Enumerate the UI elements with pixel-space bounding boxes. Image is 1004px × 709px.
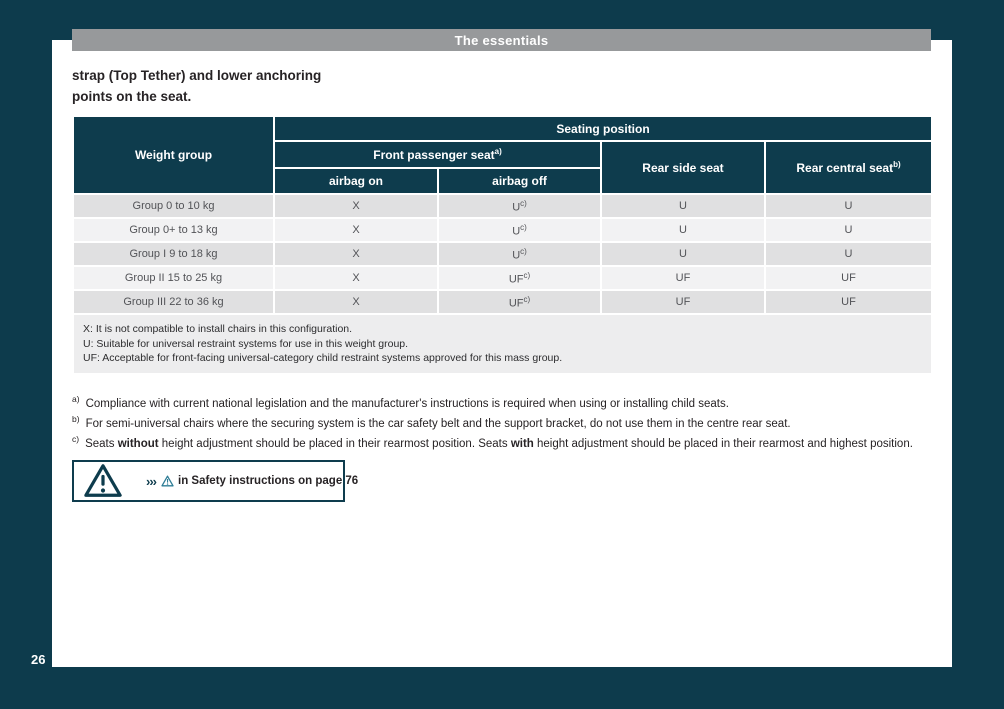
col-header-airbag-on: airbag on — [273, 167, 439, 195]
cell-group: Group I 9 to 18 kg — [72, 241, 275, 267]
table-row-group-3: Group III 22 to 36 kg X UFc) UF UF — [72, 289, 934, 315]
table-row-group-2: Group II 15 to 25 kg X UFc) UF UF — [72, 265, 934, 291]
cell-airbag-off: Uc) — [437, 217, 602, 243]
cell-rear-central: U — [763, 193, 934, 219]
footnote-c: c) Seats without height adjustment should… — [72, 434, 913, 450]
cell-rear-side: U — [600, 241, 766, 267]
cell-airbag-off: UFc) — [437, 289, 602, 315]
cell-airbag-off: Uc) — [437, 193, 602, 219]
header-row-airbag: airbag on airbag off — [73, 167, 932, 195]
footnote-ref-c: c) — [523, 294, 531, 304]
footnote-ref-c: c) — [520, 222, 527, 232]
col-header-front-passenger: Front passenger seata) — [273, 140, 602, 169]
table-row-group-0: Group 0 to 10 kg X Uc) U U — [72, 193, 934, 219]
header-row-seats: Front passenger seata) Rear side seat Re… — [73, 140, 934, 195]
col-header-weight-group: Weight group — [72, 115, 275, 195]
cell-group: Group 0 to 10 kg — [72, 193, 275, 219]
cell-airbag-on: X — [273, 217, 439, 243]
small-warning-triangle-icon — [161, 475, 174, 487]
footnote-b: b) For semi-universal chairs where the se… — [72, 414, 791, 430]
cell-airbag-on: X — [273, 193, 439, 219]
table-legend: X: It is not compatible to install chair… — [71, 313, 934, 375]
col-header-rear-side: Rear side seat — [600, 140, 766, 195]
legend-line-uf: UF: Acceptable for front-facing universa… — [83, 352, 563, 364]
cell-airbag-off: Uc) — [437, 241, 602, 267]
col-header-rear-central: Rear central seatb) — [763, 140, 934, 195]
footnote-ref-c: c) — [520, 198, 527, 208]
footnote-ref-c: c) — [520, 246, 527, 256]
safety-reference-text: ››› in Safety instructions on page 76 — [146, 474, 358, 489]
safety-reference-label: in Safety instructions on page 76 — [178, 475, 359, 487]
cell-group: Group II 15 to 25 kg — [72, 265, 275, 291]
footnote-ref-a: a) — [494, 147, 502, 156]
table-row-group-1: Group I 9 to 18 kg X Uc) U U — [72, 241, 934, 267]
section-header-bar: The essentials — [72, 29, 931, 51]
table-legend-row: X: It is not compatible to install chair… — [71, 313, 934, 375]
cell-rear-central: U — [763, 241, 934, 267]
cell-rear-side: U — [600, 217, 766, 243]
cell-rear-side: U — [600, 193, 766, 219]
cell-airbag-on: X — [273, 241, 439, 267]
intro-line-1: strap (Top Tether) and lower anchoring — [72, 68, 322, 83]
col-header-airbag-off: airbag off — [437, 167, 602, 195]
cell-rear-side: UF — [600, 289, 766, 315]
footnotes: a) Compliance with current national legis… — [72, 394, 913, 454]
legend-line-u: U: Suitable for universal restraint syst… — [83, 337, 409, 350]
cell-group: Group III 22 to 36 kg — [72, 289, 275, 315]
intro-line-2: points on the seat. — [72, 89, 192, 104]
cell-rear-central: UF — [763, 289, 934, 315]
cell-airbag-off: UFc) — [437, 265, 602, 291]
cell-rear-central: U — [763, 217, 934, 243]
header-row-seating-position: Weight group Seating position — [72, 115, 934, 195]
legend-line-x: X: It is not compatible to install chair… — [83, 323, 353, 335]
footnote-ref-b: b) — [893, 160, 901, 169]
section-header-title: The essentials — [454, 32, 549, 48]
col-header-seating-position: Seating position — [272, 115, 934, 142]
cell-airbag-on: X — [273, 265, 439, 291]
chevrons-glyph: ››› — [146, 473, 157, 489]
intro-text: strap (Top Tether) and lower anchoring p… — [72, 65, 321, 107]
child-seat-table: Weight group Seating position Front pass… — [71, 115, 934, 375]
cell-rear-side: UF — [600, 265, 766, 291]
cell-group: Group 0+ to 13 kg — [72, 217, 275, 243]
cell-rear-central: UF — [763, 265, 934, 291]
footnote-ref-c: c) — [523, 270, 531, 280]
manual-page: The essentials strap (Top Tether) and lo… — [52, 29, 952, 667]
page-number: 26 — [31, 652, 46, 667]
table-row-group-0plus: Group 0+ to 13 kg X Uc) U U — [72, 217, 934, 243]
footnote-a: a) Compliance with current national legis… — [72, 394, 729, 410]
cell-airbag-on: X — [273, 289, 439, 315]
safety-reference-box: ››› in Safety instructions on page 76 — [72, 460, 358, 502]
warning-triangle-icon — [84, 464, 122, 497]
